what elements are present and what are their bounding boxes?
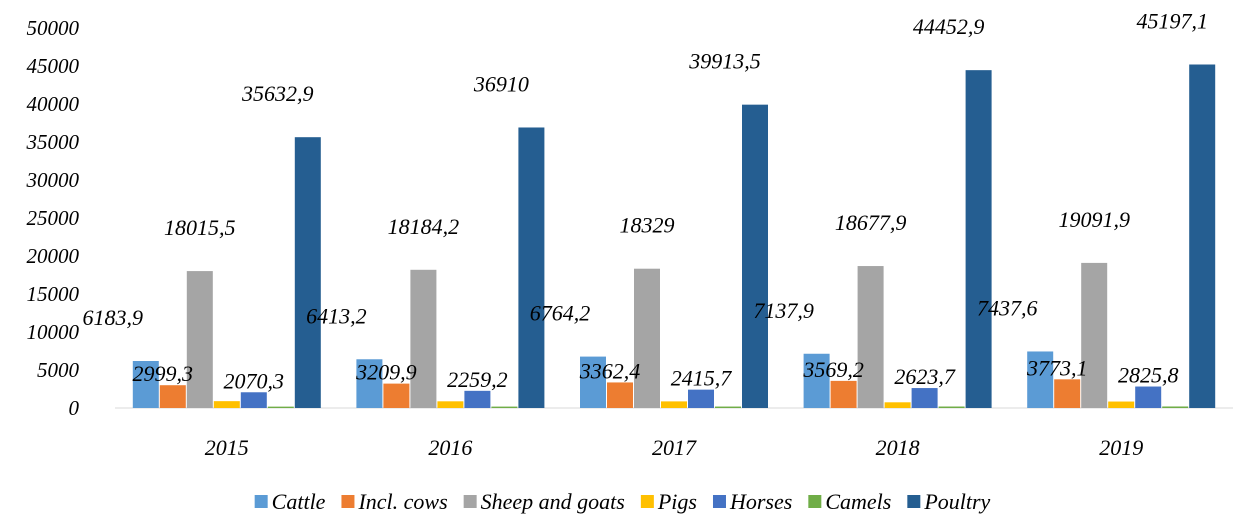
- legend-label: Poultry: [923, 489, 990, 514]
- bar: [437, 401, 464, 408]
- bar: [580, 356, 606, 408]
- bar: [742, 104, 768, 408]
- bar: [688, 389, 714, 408]
- bar: [1162, 406, 1189, 408]
- x-axis: 2015 2016 2017 2018 2019: [115, 407, 1233, 460]
- data-label: 39913,5: [688, 49, 761, 74]
- data-label: 3773,1: [1026, 355, 1088, 380]
- data-label: 7137,9: [753, 298, 814, 323]
- bar: [518, 127, 545, 408]
- data-label: 18015,5: [164, 215, 236, 240]
- bar: [213, 401, 240, 408]
- bar: [1027, 351, 1054, 408]
- bar: [1081, 262, 1108, 408]
- y-tick-label: 15000: [27, 282, 80, 306]
- data-label: 6413,2: [306, 303, 367, 328]
- data-label: 2999,3: [133, 361, 194, 386]
- x-tick-label: 2019: [1099, 435, 1143, 460]
- bars: [132, 64, 1216, 409]
- data-label: 36910: [473, 71, 529, 96]
- bar: [294, 137, 321, 409]
- bar: [1135, 386, 1162, 408]
- y-axis: 0 5000 10000 15000 20000 25000 30000 35000 40000…: [26, 16, 80, 420]
- data-label: 2623,7: [894, 364, 956, 389]
- y-tick-label: 50000: [27, 16, 80, 40]
- x-tick-label: 2016: [428, 435, 472, 460]
- bar: [884, 402, 911, 408]
- bar: [159, 385, 186, 408]
- bar: [356, 359, 383, 408]
- legend-swatch: [463, 495, 477, 508]
- bar: [1054, 379, 1081, 408]
- y-tick-label: 5000: [37, 358, 80, 382]
- bar: [715, 406, 741, 408]
- legend-swatch: [341, 495, 355, 508]
- bar: [410, 269, 437, 408]
- bar: [464, 390, 491, 408]
- data-label: 2259,2: [447, 367, 508, 392]
- bar: [491, 406, 518, 408]
- legend-label: Sheep and goats: [481, 489, 625, 514]
- data-label: 3362,4: [579, 358, 641, 383]
- bar: [186, 271, 213, 408]
- data-label: 18677,9: [835, 210, 907, 235]
- legend-label: Cattle: [272, 489, 326, 514]
- legend-swatch: [254, 495, 268, 508]
- bar: [1189, 64, 1216, 408]
- y-tick-label: 20000: [27, 244, 80, 268]
- bar: [132, 361, 159, 408]
- legend-swatch: [907, 495, 921, 508]
- legend-label: Horses: [729, 489, 792, 514]
- data-label: 3569,2: [802, 357, 864, 382]
- bar: [803, 353, 830, 408]
- bar: [240, 392, 267, 408]
- bar: [634, 268, 660, 408]
- legend-label: Incl. cows: [357, 489, 447, 514]
- data-label: 2825,8: [1118, 363, 1179, 388]
- y-tick-label: 35000: [26, 130, 80, 154]
- bar: [1108, 401, 1135, 408]
- y-tick-label: 30000: [26, 168, 80, 192]
- data-label: 2070,3: [224, 368, 285, 393]
- legend-swatch: [808, 495, 822, 508]
- data-label: 18329: [620, 213, 675, 238]
- y-tick-label: 0: [69, 396, 80, 420]
- bar: [938, 406, 965, 408]
- data-label: 44452,9: [913, 14, 985, 39]
- bar: [383, 383, 410, 408]
- legend-swatch: [712, 495, 726, 508]
- y-tick-label: 10000: [27, 320, 80, 344]
- data-label: 2415,7: [671, 366, 733, 391]
- x-tick-label: 2018: [876, 435, 920, 460]
- data-label: 35632,9: [241, 81, 314, 106]
- legend-swatch: [640, 495, 654, 508]
- bar: [857, 266, 884, 408]
- bar: [267, 406, 294, 408]
- data-label: 7437,6: [977, 295, 1038, 320]
- bar: [830, 380, 857, 408]
- bar: [965, 70, 992, 408]
- bar: [607, 382, 633, 408]
- bar: [661, 401, 687, 408]
- x-tick-label: 2017: [652, 435, 697, 460]
- bar: [911, 388, 938, 408]
- data-label: 6183,9: [83, 305, 144, 330]
- x-tick-label: 2015: [205, 435, 249, 460]
- data-label: 18184,2: [388, 214, 460, 239]
- data-label: 19091,9: [1058, 207, 1130, 232]
- legend-label: Pigs: [657, 489, 697, 514]
- data-labels: 6183,9 2999,3 18015,5 2070,3 35632,9 6413,2 32…: [83, 9, 1208, 394]
- data-label: 3209,9: [355, 360, 417, 385]
- y-tick-label: 25000: [27, 206, 80, 230]
- legend: Cattle Incl. cows Sheep and goats Pigs Horse…: [254, 489, 991, 514]
- y-tick-label: 40000: [27, 92, 80, 116]
- y-tick-label: 45000: [27, 54, 80, 78]
- legend-label: Camels: [825, 489, 891, 514]
- data-label: 45197,1: [1136, 9, 1208, 34]
- data-label: 6764,2: [530, 301, 591, 326]
